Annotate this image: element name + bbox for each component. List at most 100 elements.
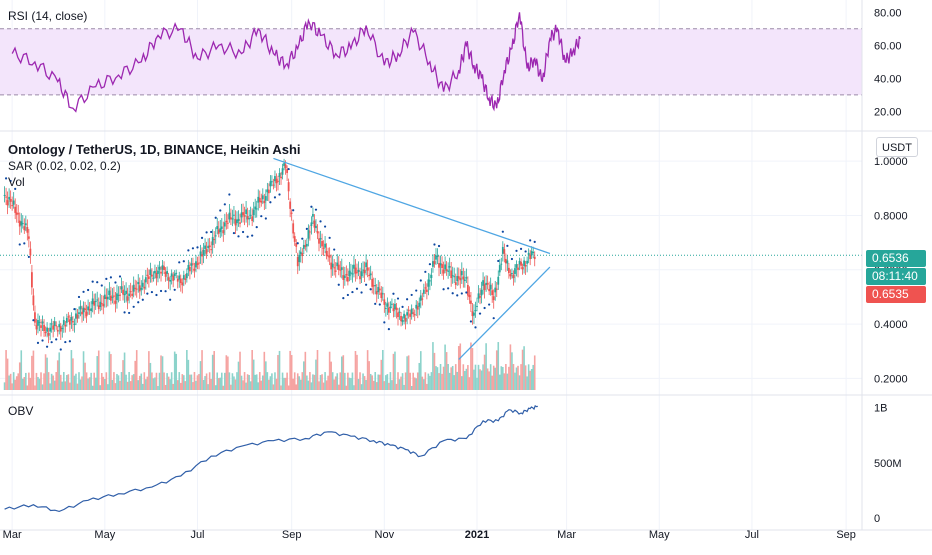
volume-bar: [492, 365, 495, 390]
volume-bar: [108, 351, 111, 390]
candle-body: [319, 238, 322, 240]
candle-body: [217, 229, 220, 234]
candle-body: [483, 284, 486, 291]
volume-bar: [239, 351, 241, 390]
volume-bar: [293, 372, 296, 390]
volume-bar: [450, 367, 452, 390]
candle-body: [527, 252, 530, 256]
candle-body: [175, 272, 178, 274]
sar-dot: [36, 341, 40, 344]
candle-body: [185, 273, 188, 279]
candle-body: [368, 274, 371, 277]
volume-bar: [457, 346, 460, 390]
candle-body: [41, 321, 44, 324]
candle-body: [8, 196, 11, 200]
candle-body: [205, 249, 208, 254]
volume-bar: [394, 351, 396, 390]
candle-body: [143, 286, 146, 289]
candle-body: [274, 176, 276, 182]
volume-bar: [20, 350, 23, 390]
volume-bar: [313, 374, 316, 390]
candle-body: [494, 287, 497, 293]
volume-bar: [480, 370, 483, 390]
volume-bar: [464, 370, 466, 390]
sar-dot: [150, 290, 154, 294]
volume-bar: [465, 368, 468, 390]
trendlines[interactable]: [273, 157, 551, 360]
sar-dot: [483, 306, 486, 310]
candle-body: [293, 236, 296, 242]
candle-body: [477, 293, 480, 299]
candle-body: [88, 309, 91, 311]
candle-body: [418, 302, 421, 307]
candle-body: [61, 328, 64, 330]
volume-bar: [354, 351, 357, 390]
candle-body: [24, 223, 27, 226]
candle-body: [117, 294, 120, 296]
candle-body: [106, 296, 109, 300]
volume-bar: [120, 372, 123, 390]
volume-bar: [424, 372, 427, 390]
candle-body: [255, 208, 258, 210]
volume-bar: [117, 375, 120, 390]
volume-bar: [161, 356, 164, 390]
candle-body: [254, 206, 257, 210]
candle-body: [503, 249, 506, 254]
trendline-support: [458, 266, 551, 360]
volume-bar: [102, 376, 105, 390]
sar-dot: [118, 275, 122, 278]
sar-dot: [419, 279, 422, 282]
volume-bar: [201, 350, 203, 390]
candle-body: [321, 240, 323, 247]
candle-body: [192, 263, 194, 265]
candle-body: [497, 276, 500, 285]
candle-body: [261, 195, 264, 200]
candle-body: [20, 221, 23, 226]
volume-bar: [113, 372, 115, 390]
candle-body: [416, 306, 419, 310]
sar-dot: [214, 216, 217, 219]
volume-bar: [91, 385, 94, 390]
volume-bar: [245, 382, 247, 390]
candle-body: [65, 317, 68, 323]
volume-bar: [6, 358, 9, 390]
volume-bar: [517, 365, 519, 390]
volume-bar: [275, 378, 278, 390]
rsi-pane[interactable]: [0, 12, 862, 113]
candle-body: [339, 269, 342, 271]
candle-body: [310, 222, 313, 227]
sar-dot: [264, 217, 267, 220]
currency-button[interactable]: USDT: [876, 137, 918, 157]
sar-dot: [132, 305, 135, 308]
volume-bar: [104, 378, 106, 390]
volume-bar: [369, 373, 372, 390]
obv-pane[interactable]: [4, 405, 538, 513]
volume-bar: [263, 351, 266, 390]
volume-bar: [205, 373, 208, 390]
x-tick-label: Mar: [3, 529, 22, 541]
volume-bar: [145, 379, 147, 390]
candle-body: [208, 245, 211, 248]
candle-body: [91, 298, 94, 305]
candle-body: [240, 212, 243, 218]
sar-dot: [237, 235, 240, 238]
candle-body: [415, 304, 418, 309]
candle-body: [37, 320, 39, 326]
volume-bar: [8, 375, 10, 390]
volume-bar: [236, 372, 238, 390]
candle-body: [456, 276, 459, 282]
volume-bar: [532, 364, 535, 390]
volume-bar: [392, 353, 395, 390]
sar-dot: [333, 248, 336, 251]
candle-body: [470, 300, 472, 304]
volume-bar: [44, 354, 47, 390]
volume-bar: [26, 385, 29, 390]
volume-bar: [498, 374, 501, 390]
volume-bar: [248, 375, 250, 390]
candle-body: [366, 267, 369, 271]
volume-bar: [143, 372, 146, 390]
x-tick-label: 2021: [465, 529, 489, 541]
candlestick-series[interactable]: [3, 158, 536, 344]
candle-body: [287, 182, 290, 192]
